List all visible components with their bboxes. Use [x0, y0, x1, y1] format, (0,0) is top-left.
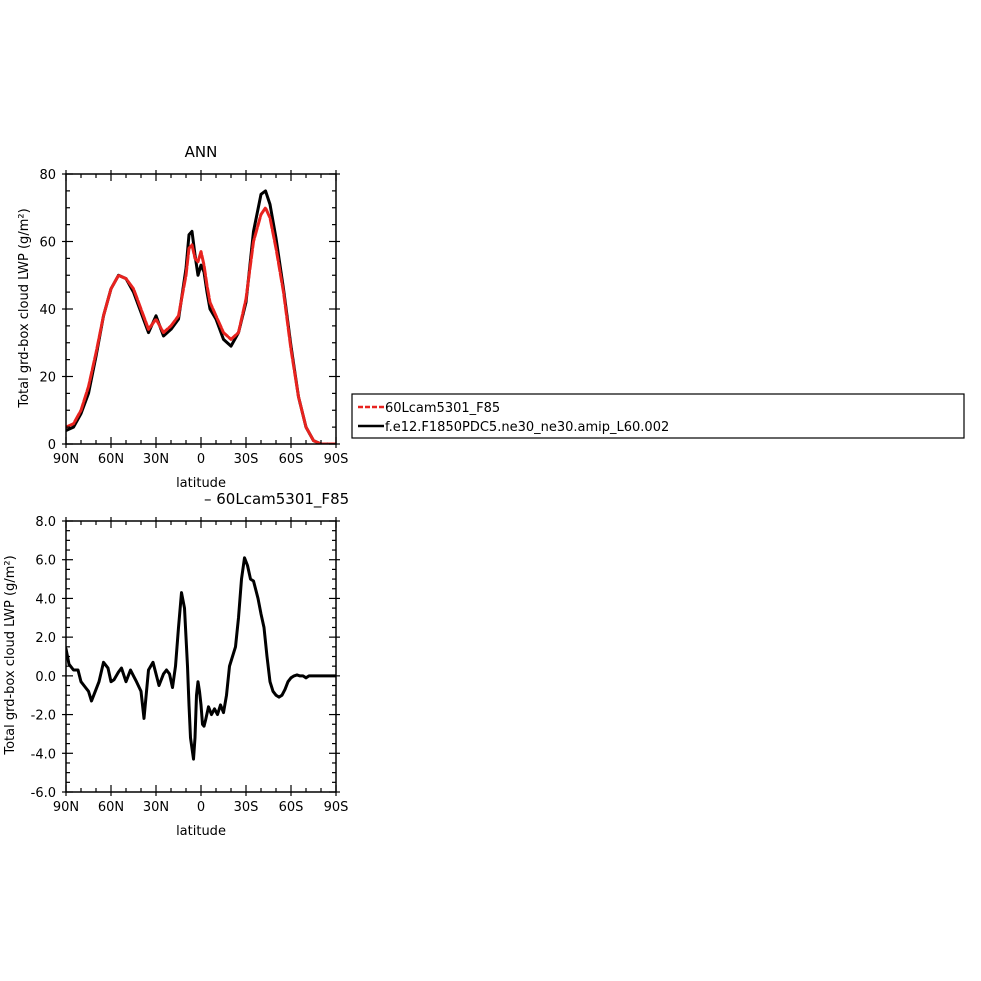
y-tick-label: 40	[39, 303, 56, 318]
series-line-1	[66, 556, 336, 761]
x-tick-label: 90N	[53, 800, 79, 815]
x-tick-label: 30N	[143, 452, 169, 467]
y-tick-label: -2.0	[31, 709, 56, 724]
y-tick-label: 6.0	[35, 554, 56, 569]
x-tick-label: 60N	[98, 800, 124, 815]
x-tick-label: 60S	[279, 452, 304, 467]
x-tick-label: 60N	[98, 452, 124, 467]
y-tick-label: 80	[39, 168, 56, 183]
x-tick-label: 30S	[234, 452, 259, 467]
x-tick-label: 30S	[234, 800, 259, 815]
y-tick-label: -6.0	[31, 786, 56, 801]
x-tick-label: 90S	[324, 800, 349, 815]
x-tick-label: 0	[197, 800, 205, 815]
bottom-chart-xlabel: latitude	[176, 824, 226, 839]
chart-legend: 60Lcam5301_F85 f.e12.F1850PDC5.ne30_ne30…	[351, 393, 965, 439]
top-chart-title: ANN	[185, 143, 218, 161]
y-tick-label: -4.0	[31, 747, 56, 762]
bottom-chart-title: – 60Lcam5301_F85	[204, 490, 349, 509]
y-tick-label: 20	[39, 371, 56, 386]
bottom-chart-ylabel-clip: Total grd-box cloud LWP (g/m²)	[3, 555, 18, 755]
y-tick-label: 60	[39, 236, 56, 251]
x-tick-label: 90N	[53, 452, 79, 467]
series-lines	[66, 189, 336, 444]
x-tick-label: 30N	[143, 800, 169, 815]
y-tick-label: 2.0	[35, 631, 56, 646]
top-line-chart: ANN latitude Total grd-box cloud LWP (g/…	[17, 143, 348, 491]
top-chart-ylabel: Total grd-box cloud LWP (g/m²)	[17, 208, 32, 408]
bottom-chart-ylabel: Total grd-box cloud LWP (g/m²)	[3, 555, 18, 755]
x-tick-label: 60S	[279, 800, 304, 815]
legend-label-series-1: 60Lcam5301_F85	[385, 401, 500, 416]
top-chart-xlabel: latitude	[176, 476, 226, 491]
series-lines	[66, 556, 336, 761]
y-tick-label: 8.0	[35, 515, 56, 530]
bottom-line-chart: – 60Lcam5301_F85 latitude Total grd-box …	[3, 490, 349, 839]
x-tick-label: 90S	[324, 452, 349, 467]
legend-box	[351, 393, 965, 439]
series-line-1	[66, 206, 336, 444]
y-tick-label: 0.0	[35, 670, 56, 685]
x-tick-label: 0	[197, 452, 205, 467]
y-tick-label: 4.0	[35, 592, 56, 607]
y-tick-label: 0	[48, 438, 56, 453]
legend-label-series-2: f.e12.F1850PDC5.ne30_ne30.amip_L60.002	[385, 420, 669, 435]
